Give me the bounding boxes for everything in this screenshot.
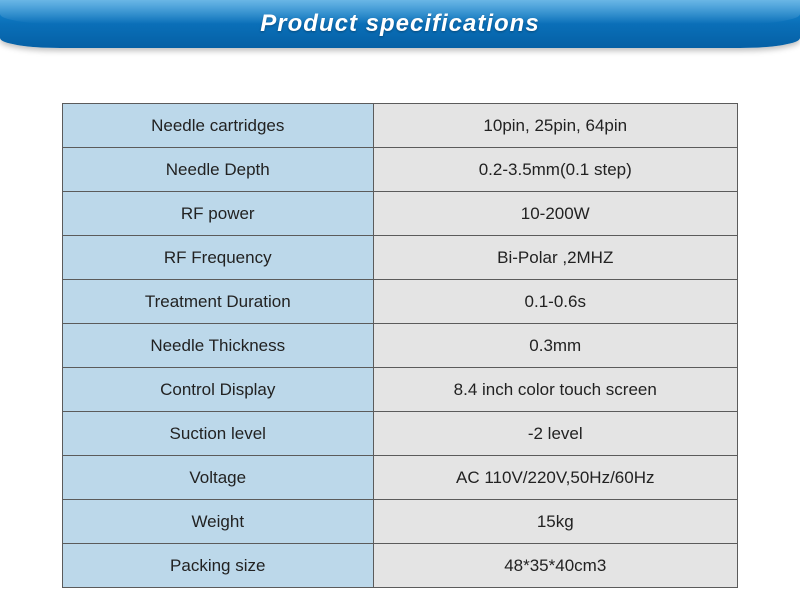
spec-label: RF power xyxy=(63,192,374,236)
spec-value: AC 110V/220V,50Hz/60Hz xyxy=(373,456,738,500)
table-row: Control Display 8.4 inch color touch scr… xyxy=(63,368,738,412)
spec-value: 0.3mm xyxy=(373,324,738,368)
spec-label: Needle Thickness xyxy=(63,324,374,368)
spec-value: 0.1-0.6s xyxy=(373,280,738,324)
spec-label: Needle cartridges xyxy=(63,104,374,148)
spec-value: -2 level xyxy=(373,412,738,456)
table-row: Suction level -2 level xyxy=(63,412,738,456)
table-row: Needle Depth 0.2-3.5mm(0.1 step) xyxy=(63,148,738,192)
spec-value: 10-200W xyxy=(373,192,738,236)
table-row: Voltage AC 110V/220V,50Hz/60Hz xyxy=(63,456,738,500)
table-row: Needle Thickness 0.3mm xyxy=(63,324,738,368)
table-row: RF Frequency Bi-Polar ,2MHZ xyxy=(63,236,738,280)
spec-table-container: Needle cartridges 10pin, 25pin, 64pin Ne… xyxy=(0,48,800,588)
spec-label: Packing size xyxy=(63,544,374,588)
spec-label: Suction level xyxy=(63,412,374,456)
table-row: RF power 10-200W xyxy=(63,192,738,236)
spec-table: Needle cartridges 10pin, 25pin, 64pin Ne… xyxy=(62,103,738,588)
table-row: Packing size 48*35*40cm3 xyxy=(63,544,738,588)
spec-value: 10pin, 25pin, 64pin xyxy=(373,104,738,148)
table-row: Needle cartridges 10pin, 25pin, 64pin xyxy=(63,104,738,148)
spec-label: Control Display xyxy=(63,368,374,412)
spec-value: 15kg xyxy=(373,500,738,544)
spec-label: Treatment Duration xyxy=(63,280,374,324)
spec-label: RF Frequency xyxy=(63,236,374,280)
spec-value: 8.4 inch color touch screen xyxy=(373,368,738,412)
spec-label: Needle Depth xyxy=(63,148,374,192)
page-title: Product specifications xyxy=(260,10,539,38)
spec-label: Weight xyxy=(63,500,374,544)
table-row: Weight 15kg xyxy=(63,500,738,544)
spec-label: Voltage xyxy=(63,456,374,500)
spec-value: 48*35*40cm3 xyxy=(373,544,738,588)
header-banner: Product specifications xyxy=(0,0,800,48)
table-row: Treatment Duration 0.1-0.6s xyxy=(63,280,738,324)
spec-value: 0.2-3.5mm(0.1 step) xyxy=(373,148,738,192)
spec-value: Bi-Polar ,2MHZ xyxy=(373,236,738,280)
